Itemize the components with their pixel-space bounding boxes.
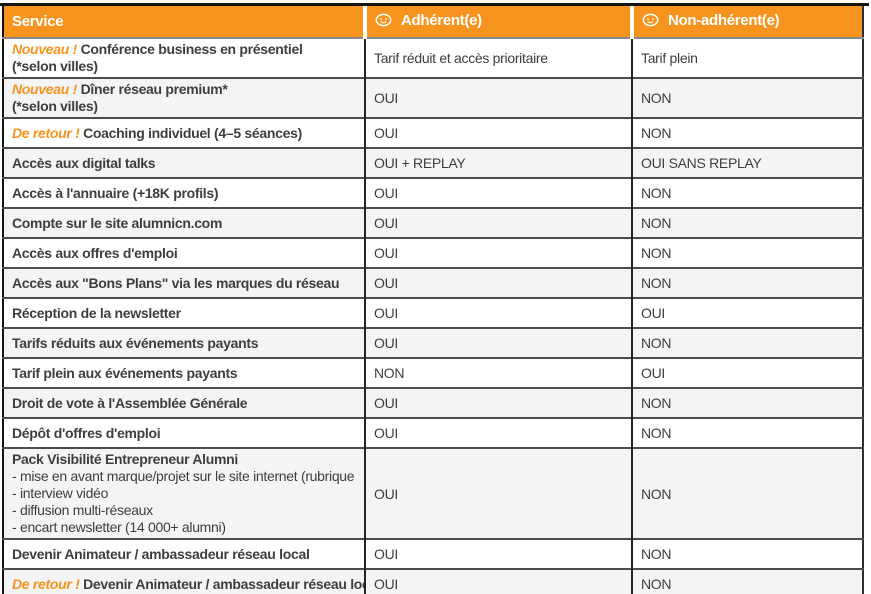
table-row: De retour ! Devenir Animateur / ambassad…: [3, 568, 863, 594]
table-row: Nouveau ! Dîner réseau premium* (*selon …: [3, 77, 863, 118]
service-cell: Tarif plein aux événements payants: [3, 357, 365, 388]
adherent-cell: OUI: [364, 538, 632, 569]
non-adherent-cell: NON: [631, 207, 863, 238]
service-cell: Réception de la newsletter: [3, 297, 365, 328]
back-badge: De retour !: [12, 575, 80, 592]
non-adherent-cell: NON: [631, 267, 863, 298]
column-header-non-adherent: Non-adhérent(e): [630, 6, 863, 39]
adherent-cell: OUI: [364, 117, 632, 148]
table-row: Dépôt d'offres d'emploi OUI NON: [3, 417, 863, 448]
adherent-cell: Tarif réduit et accès prioritaire: [364, 37, 632, 78]
service-cell: Pack Visibilité Entrepreneur Alumni - mi…: [3, 447, 365, 539]
non-adherent-cell: NON: [631, 417, 863, 448]
table-row: Droit de vote à l'Assemblée Générale OUI…: [3, 387, 863, 418]
new-badge: Nouveau !: [12, 81, 77, 97]
table-row: Accès à l'annuaire (+18K profils) OUI NO…: [3, 177, 863, 208]
header-row: Service Adhérent(e): [3, 6, 863, 39]
smiley-face-icon: [642, 13, 659, 27]
smiley-face-icon: [375, 13, 392, 27]
new-badge: Nouveau !: [12, 41, 77, 57]
service-cell: De retour ! Devenir Animateur / ambassad…: [3, 568, 365, 594]
adherent-cell: OUI: [364, 297, 632, 328]
table-row: Accès aux digital talks OUI + REPLAY OUI…: [3, 147, 863, 178]
adherent-cell: OUI: [364, 327, 632, 358]
non-adherent-cell: NON: [631, 177, 863, 208]
non-adherent-header-label: Non-adhérent(e): [668, 11, 780, 29]
service-cell: De retour ! Coaching individuel (4–5 séa…: [3, 117, 365, 148]
service-cell: Accès à l'annuaire (+18K profils): [3, 177, 365, 208]
non-adherent-cell: Tarif plein: [631, 37, 863, 78]
table-row: Accès aux offres d'emploi OUI NON: [3, 237, 863, 268]
service-cell: Accès aux digital talks: [3, 147, 365, 178]
non-adherent-cell: OUI: [631, 357, 863, 388]
service-cell: Nouveau ! Conférence business en présent…: [3, 37, 365, 78]
non-adherent-cell: NON: [631, 77, 863, 118]
adherent-cell: OUI: [364, 387, 632, 418]
back-badge: De retour !: [12, 124, 80, 141]
adherent-cell: OUI: [364, 177, 632, 208]
adherent-cell: OUI: [364, 447, 632, 539]
service-cell: Accès aux "Bons Plans" via les marques d…: [3, 267, 365, 298]
service-cell: Tarifs réduits aux événements payants: [3, 327, 365, 358]
service-cell: Nouveau ! Dîner réseau premium* (*selon …: [3, 77, 365, 118]
service-cell: Devenir Animateur / ambassadeur réseau l…: [3, 538, 365, 569]
service-header-label: Service: [12, 13, 64, 30]
table-row: Nouveau ! Conférence business en présent…: [3, 37, 863, 78]
non-adherent-cell: NON: [631, 538, 863, 569]
membership-benefits-table: Service Adhérent(e): [2, 6, 864, 594]
table-row: Compte sur le site alumnicn.com OUI NON: [3, 207, 863, 238]
non-adherent-cell: NON: [631, 447, 863, 539]
adherent-cell: OUI: [364, 267, 632, 298]
adherent-cell: OUI: [364, 207, 632, 238]
table-row: Devenir Animateur / ambassadeur réseau l…: [3, 538, 863, 569]
table-row: Pack Visibilité Entrepreneur Alumni - mi…: [3, 447, 863, 539]
service-cell: Accès aux offres d'emploi: [3, 237, 365, 268]
adherent-cell: OUI + REPLAY: [364, 147, 632, 178]
table-row: Tarifs réduits aux événements payants OU…: [3, 327, 863, 358]
column-header-adherent: Adhérent(e): [363, 6, 632, 39]
adherent-cell: OUI: [364, 568, 632, 594]
service-cell: Droit de vote à l'Assemblée Générale: [3, 387, 365, 418]
non-adherent-cell: NON: [631, 387, 863, 418]
adherent-cell: OUI: [364, 417, 632, 448]
adherent-cell: NON: [364, 357, 632, 388]
service-cell: Dépôt d'offres d'emploi: [3, 417, 365, 448]
non-adherent-cell: OUI SANS REPLAY: [631, 147, 863, 178]
adherent-header-label: Adhérent(e): [401, 11, 482, 29]
top-border-rule: [0, 3, 869, 6]
service-cell: Compte sur le site alumnicn.com: [3, 207, 365, 238]
table-row: Tarif plein aux événements payants NON O…: [3, 357, 863, 388]
adherent-cell: OUI: [364, 77, 632, 118]
non-adherent-cell: OUI: [631, 297, 863, 328]
non-adherent-cell: NON: [631, 117, 863, 148]
non-adherent-cell: NON: [631, 568, 863, 594]
table-row: Accès aux "Bons Plans" via les marques d…: [3, 267, 863, 298]
table-row: Réception de la newsletter OUI OUI: [3, 297, 863, 328]
column-header-service: Service: [3, 6, 365, 39]
adherent-cell: OUI: [364, 237, 632, 268]
non-adherent-cell: NON: [631, 237, 863, 268]
table-row: De retour ! Coaching individuel (4–5 séa…: [3, 117, 863, 148]
non-adherent-cell: NON: [631, 327, 863, 358]
